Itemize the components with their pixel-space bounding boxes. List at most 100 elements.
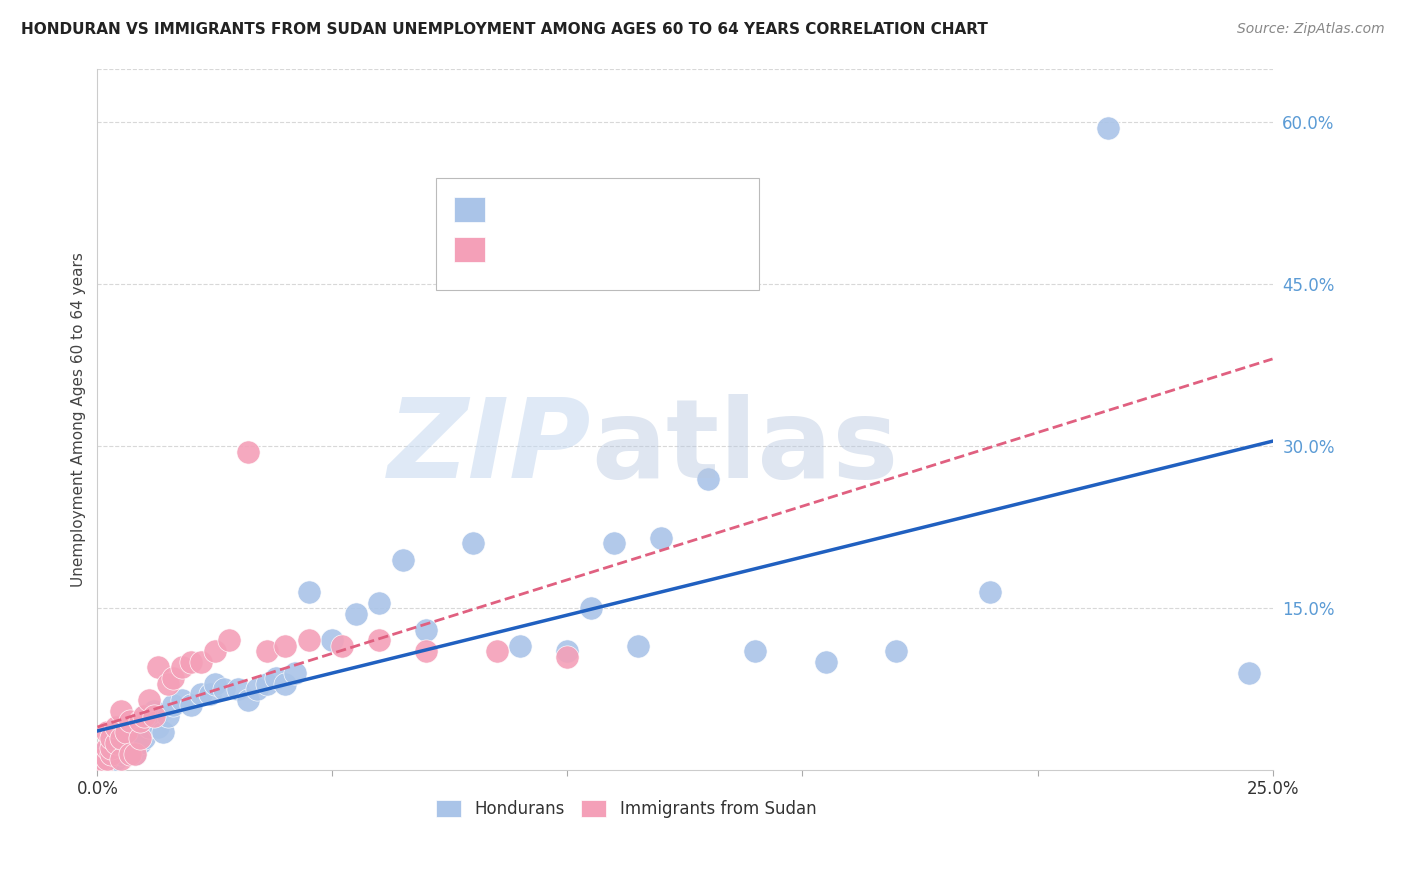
Point [190,688,212,702]
Point [110,731,132,745]
Point [96,725,118,739]
Point [218,633,240,648]
Point [114,725,136,739]
Point [120,714,142,729]
Point [204,644,226,658]
Point [298,585,321,599]
Point [100,731,122,745]
Point [368,633,391,648]
Point [368,596,391,610]
Point [198,688,221,702]
Point [214,681,236,696]
Point [246,681,269,696]
Point [110,725,132,739]
Text: N =: N = [591,201,627,219]
Point [142,709,165,723]
Point [120,736,142,750]
Point [100,741,122,756]
Point [148,720,170,734]
Point [128,714,150,729]
Point [128,736,150,750]
Point [134,731,156,745]
Point [96,757,118,772]
Text: 0.414: 0.414 [527,201,579,219]
Point [114,741,136,756]
Point [134,709,156,723]
Point [96,741,118,756]
Point [162,671,184,685]
Point [96,752,118,766]
Point [105,752,128,766]
Point [274,676,297,690]
Text: 39: 39 [623,241,647,259]
Text: 55: 55 [623,201,645,219]
Point [415,623,437,637]
Point [1097,120,1119,135]
Point [344,607,367,621]
Point [138,720,160,734]
Point [485,644,508,658]
Point [274,639,297,653]
Point [91,752,114,766]
Point [152,725,174,739]
Point [236,693,259,707]
Point [509,639,531,653]
Point [105,736,128,750]
Point [603,536,626,550]
Point [105,720,128,734]
Point [170,693,193,707]
Point [96,752,118,766]
Point [100,731,122,745]
Text: atlas: atlas [591,393,898,500]
Point [298,633,321,648]
Point [91,747,114,761]
Point [1237,665,1260,680]
Point [392,552,415,566]
Point [148,660,170,674]
Point [284,665,307,680]
Point [463,536,485,550]
Point [579,601,602,615]
Point [128,731,150,745]
Point [138,693,160,707]
Y-axis label: Unemployment Among Ages 60 to 64 years: Unemployment Among Ages 60 to 64 years [72,252,86,587]
Point [204,676,226,690]
Point [330,639,353,653]
Point [110,752,132,766]
Text: Source: ZipAtlas.com: Source: ZipAtlas.com [1237,22,1385,37]
Point [236,444,259,458]
Point [156,709,179,723]
Point [697,472,720,486]
Point [124,747,146,761]
Point [110,747,132,761]
Point [256,676,278,690]
Text: N =: N = [591,241,627,259]
Point [415,644,437,658]
Point [162,698,184,713]
Text: 0.163: 0.163 [527,241,579,259]
Point [124,747,146,761]
Point [256,644,278,658]
Text: R =: R = [492,241,529,259]
Point [979,585,1001,599]
Point [156,676,179,690]
Point [228,681,250,696]
Text: HONDURAN VS IMMIGRANTS FROM SUDAN UNEMPLOYMENT AMONG AGES 60 TO 64 YEARS CORRELA: HONDURAN VS IMMIGRANTS FROM SUDAN UNEMPL… [21,22,988,37]
Point [321,633,343,648]
Point [120,747,142,761]
Point [190,655,212,669]
Point [744,644,766,658]
Point [170,660,193,674]
Point [134,709,156,723]
Point [105,736,128,750]
Point [100,741,122,756]
Legend: Hondurans, Immigrants from Sudan: Hondurans, Immigrants from Sudan [429,793,823,825]
Point [814,655,837,669]
Point [650,531,672,545]
Point [886,644,908,658]
Point [100,747,122,761]
Point [557,644,579,658]
Point [110,704,132,718]
Point [91,757,114,772]
Point [180,698,202,713]
